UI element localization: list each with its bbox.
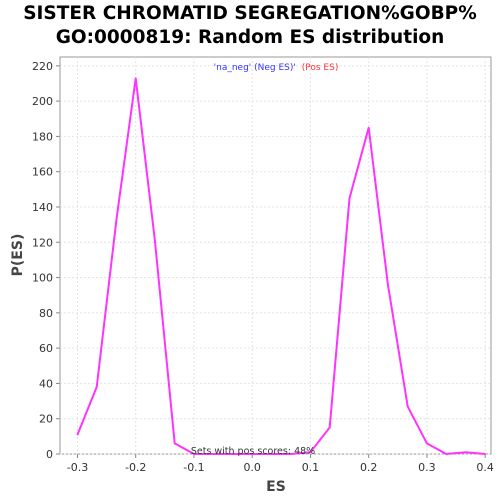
legend: 'na_neg' (Neg ES)' (Pos ES) xyxy=(214,63,339,73)
data-point xyxy=(154,239,156,242)
y-tick-label: 200 xyxy=(32,95,53,108)
pos-score-annotation: Sets with pos scores: 48% xyxy=(191,446,315,457)
y-tick-label: 100 xyxy=(32,272,53,285)
data-point xyxy=(484,453,486,455)
y-tick-label: 0 xyxy=(46,448,53,461)
data-point xyxy=(367,126,370,129)
x-tick-label: -0.1 xyxy=(183,461,204,474)
y-tick-label: 60 xyxy=(39,342,53,355)
x-tick-label: 0.0 xyxy=(243,461,261,474)
chart-title-line2: GO:0000819: Random ES distribution xyxy=(55,27,445,48)
data-point xyxy=(270,453,273,455)
chart-title: SISTER CHROMATID SEGREGATION%GOBP% GO:00… xyxy=(0,2,500,50)
data-point xyxy=(95,386,98,388)
data-point xyxy=(212,453,214,455)
chart-title-line1: SISTER CHROMATID SEGREGATION%GOBP% xyxy=(23,3,477,24)
series-lines xyxy=(76,78,486,456)
y-tick-label: 20 xyxy=(39,413,53,426)
plot-area xyxy=(59,56,492,455)
y-tick-label: 40 xyxy=(39,377,53,390)
y-tick-label: 180 xyxy=(32,130,53,143)
y-axis-label: P(ES) xyxy=(10,234,26,277)
legend-pos-entry: (Pos ES) xyxy=(302,63,339,73)
data-point xyxy=(251,453,254,455)
data-point xyxy=(348,197,351,199)
x-tick-label: 0.4 xyxy=(476,461,494,474)
data-point xyxy=(426,442,428,445)
y-tick-label: 140 xyxy=(32,201,53,214)
x-axis: -0.3 -0.2 -0.1 0.0 0.1 0.2 0.3 0.4 xyxy=(67,454,494,474)
x-tick-label: 0.3 xyxy=(418,461,436,474)
x-tick-label: -0.3 xyxy=(67,461,88,474)
legend-neg-entry: 'na_neg' (Neg ES)' xyxy=(214,63,296,73)
data-point xyxy=(134,77,137,79)
y-tick-label: 220 xyxy=(32,60,53,73)
data-point xyxy=(290,453,293,455)
series-line-0 xyxy=(76,78,486,456)
data-point xyxy=(465,451,467,454)
data-point xyxy=(328,426,331,429)
y-tick-label: 80 xyxy=(39,307,53,320)
x-tick-label: 0.2 xyxy=(360,461,378,474)
y-tick-label: 160 xyxy=(32,166,53,179)
data-point xyxy=(232,453,234,455)
data-point xyxy=(193,453,195,455)
y-axis: 0 20 40 60 80 100 120 140 160 180 200 220 xyxy=(32,60,60,461)
data-point xyxy=(309,451,312,454)
y-tick-label: 120 xyxy=(32,236,53,249)
data-point xyxy=(445,453,447,455)
x-tick-label: -0.2 xyxy=(125,461,146,474)
series-points xyxy=(76,77,486,455)
data-point xyxy=(76,433,79,436)
data-point xyxy=(115,218,118,221)
x-tick-label: 0.1 xyxy=(302,461,320,474)
data-point xyxy=(406,405,409,408)
x-axis-label: ES xyxy=(266,479,286,495)
data-point xyxy=(173,442,176,445)
data-point xyxy=(387,283,389,286)
